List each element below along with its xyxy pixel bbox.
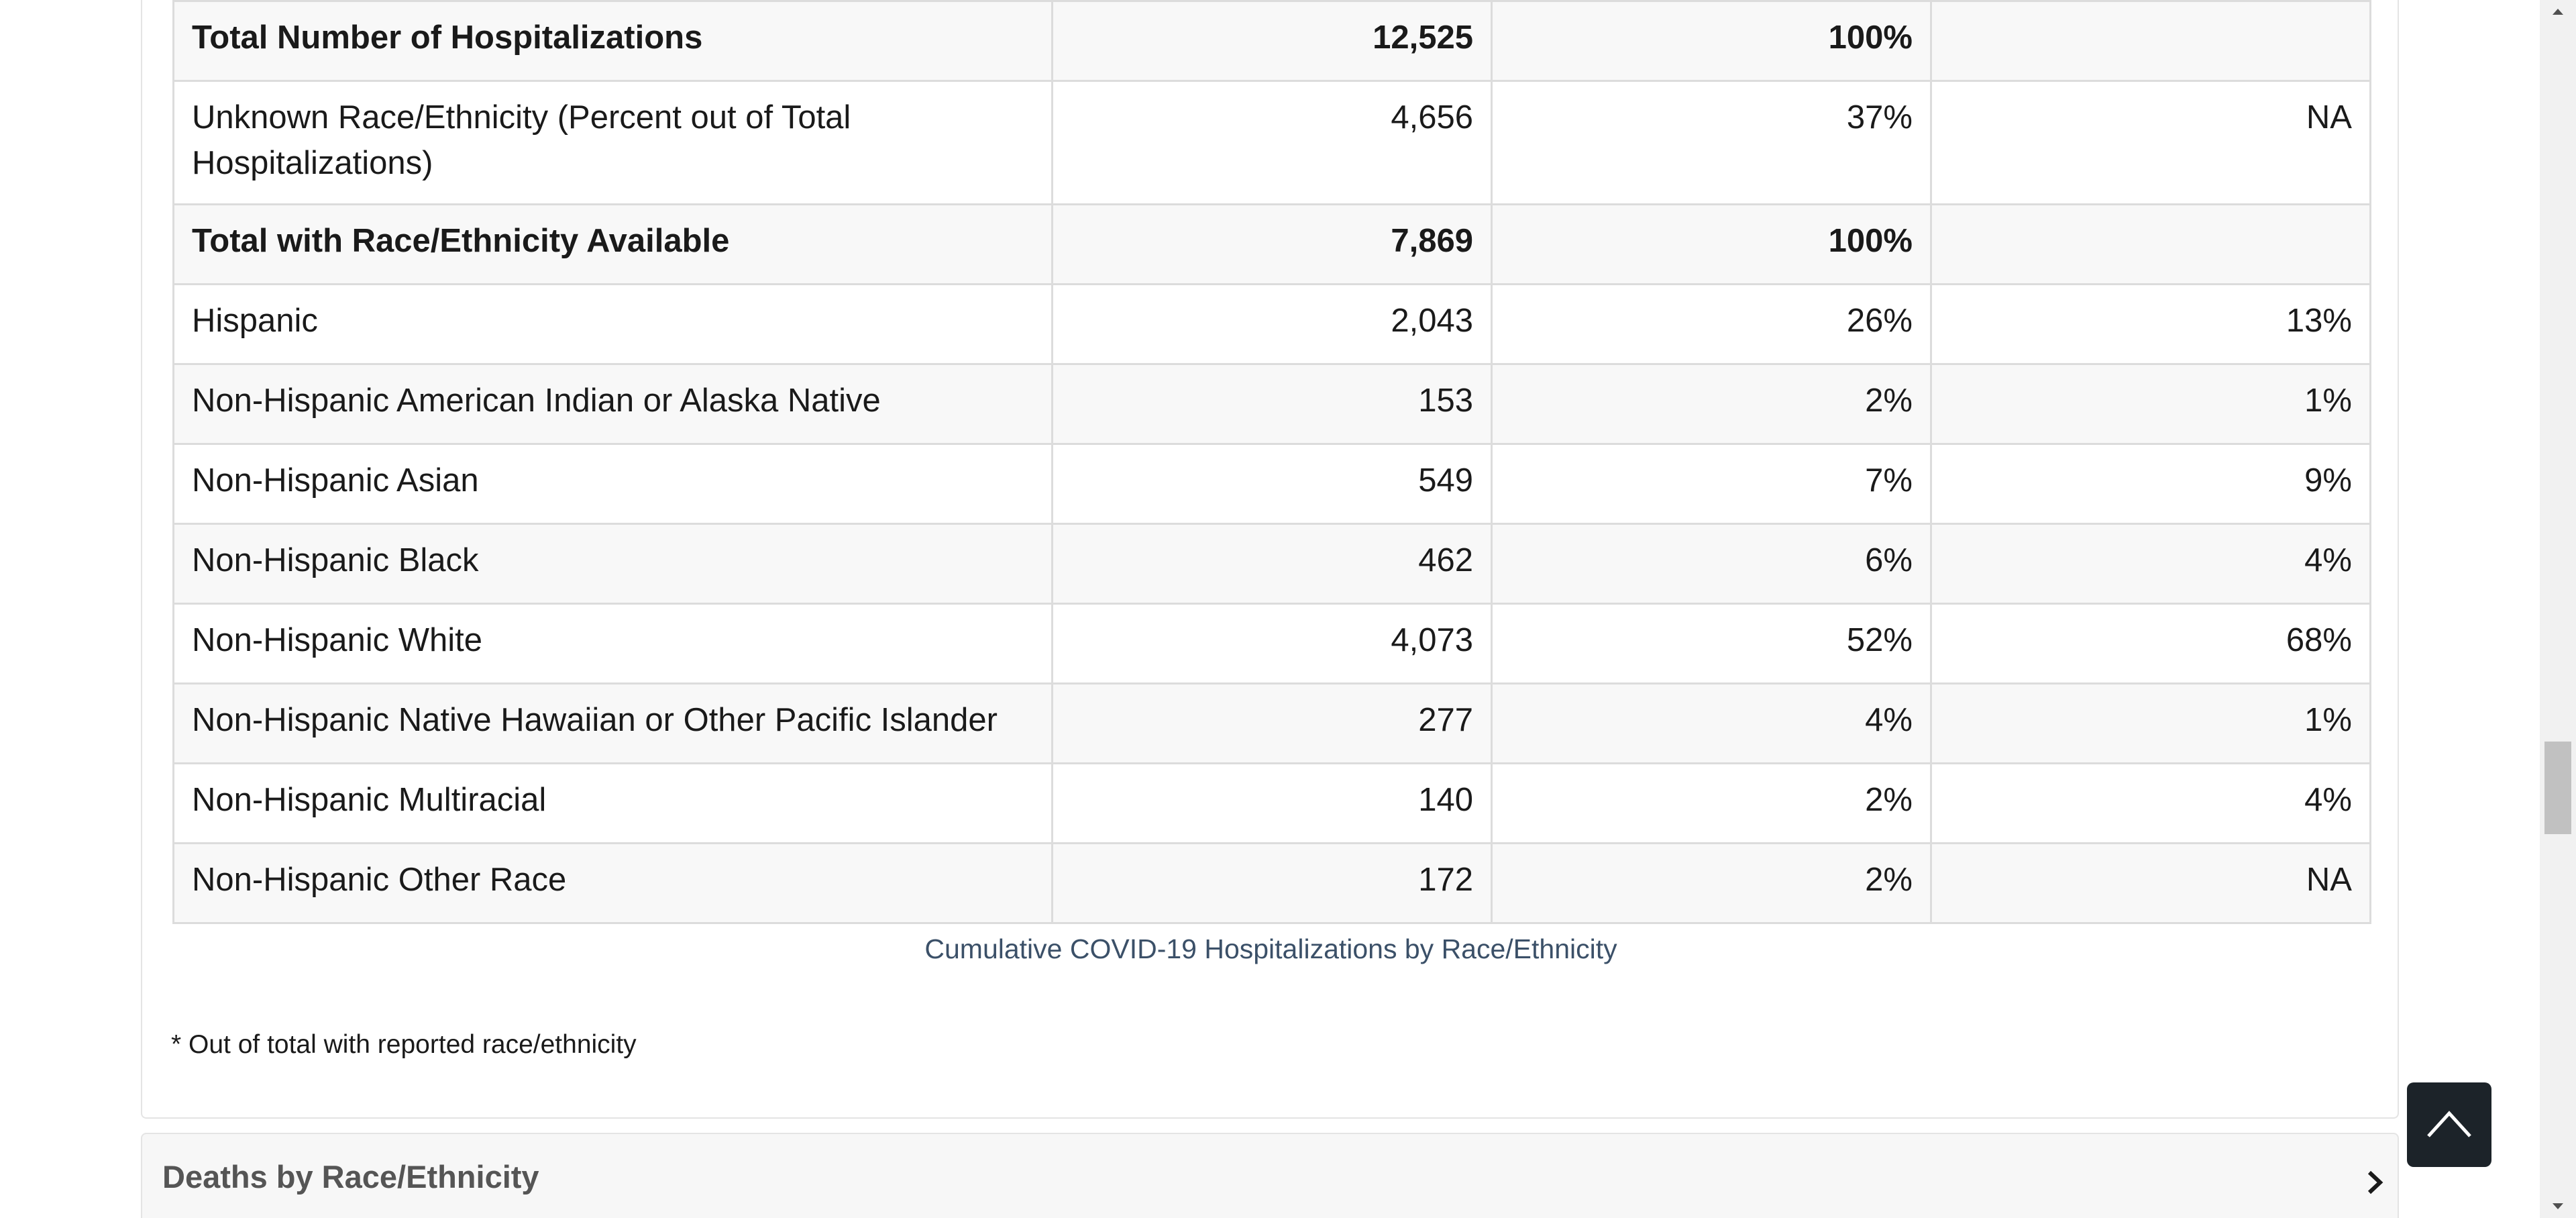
row-count: 172 [1051, 842, 1493, 924]
row-count: 462 [1051, 523, 1493, 605]
deaths-accordion-header[interactable]: Deaths by Race/Ethnicity [141, 1133, 2399, 1218]
row-label: Non-Hispanic White [172, 603, 1053, 684]
row-population [1930, 0, 2371, 82]
table-row: Non-Hispanic American Indian or Alaska N… [172, 363, 2371, 445]
table-row: Non-Hispanic Asian 549 7% 9% [172, 443, 2371, 525]
table-row: Non-Hispanic White 4,073 52% 68% [172, 603, 2371, 684]
row-percent: 2% [1491, 363, 1932, 445]
row-population: 4% [1930, 762, 2371, 844]
row-label: Non-Hispanic Native Hawaiian or Other Pa… [172, 682, 1053, 764]
row-percent: 52% [1491, 603, 1932, 684]
row-percent: 26% [1491, 283, 1932, 365]
row-percent: 2% [1491, 762, 1932, 844]
row-label: Total with Race/Ethnicity Available [172, 203, 1053, 285]
row-count: 277 [1051, 682, 1493, 764]
table-row: Total Number of Hospitalizations 12,525 … [172, 0, 2371, 82]
row-count: 549 [1051, 443, 1493, 525]
table-row: Non-Hispanic Black 462 6% 4% [172, 523, 2371, 605]
row-label: Unknown Race/Ethnicity (Percent out of T… [172, 80, 1053, 205]
row-count: 4,656 [1051, 80, 1493, 205]
table-row: Non-Hispanic Other Race 172 2% NA [172, 842, 2371, 924]
row-percent: 100% [1491, 203, 1932, 285]
row-count: 12,525 [1051, 0, 1493, 82]
footnote: * Out of total with reported race/ethnic… [171, 1030, 637, 1059]
row-population: 4% [1930, 523, 2371, 605]
hospitalizations-table: Total Number of Hospitalizations 12,525 … [172, 0, 2371, 924]
accordion-title: Deaths by Race/Ethnicity [162, 1159, 539, 1195]
row-count: 7,869 [1051, 203, 1493, 285]
row-label: Non-Hispanic Asian [172, 443, 1053, 525]
table-caption: Cumulative COVID-19 Hospitalizations by … [924, 933, 1617, 964]
table-row: Hispanic 2,043 26% 13% [172, 283, 2371, 365]
row-population: NA [1930, 80, 2371, 205]
chevron-up-icon [2427, 1111, 2471, 1137]
row-percent: 7% [1491, 443, 1932, 525]
row-count: 140 [1051, 762, 1493, 844]
scrollbar-thumb[interactable] [2544, 742, 2571, 834]
row-label: Non-Hispanic Black [172, 523, 1053, 605]
vertical-scrollbar[interactable] [2540, 0, 2576, 1218]
row-label: Non-Hispanic Multiracial [172, 762, 1053, 844]
chevron-right-icon[interactable] [2359, 1166, 2391, 1199]
row-percent: 6% [1491, 523, 1932, 605]
row-count: 4,073 [1051, 603, 1493, 684]
row-population: 13% [1930, 283, 2371, 365]
table-row: Total with Race/Ethnicity Available 7,86… [172, 203, 2371, 285]
row-population: 1% [1930, 682, 2371, 764]
scroll-up-arrow-icon[interactable] [2540, 0, 2576, 27]
table-row: Unknown Race/Ethnicity (Percent out of T… [172, 80, 2371, 205]
row-count: 153 [1051, 363, 1493, 445]
row-population: NA [1930, 842, 2371, 924]
row-percent: 2% [1491, 842, 1932, 924]
table-row: Non-Hispanic Multiracial 140 2% 4% [172, 762, 2371, 844]
row-population: 9% [1930, 443, 2371, 525]
table-row: Non-Hispanic Native Hawaiian or Other Pa… [172, 682, 2371, 764]
back-to-top-button[interactable] [2407, 1082, 2491, 1167]
row-label: Non-Hispanic Other Race [172, 842, 1053, 924]
row-percent: 37% [1491, 80, 1932, 205]
row-label: Non-Hispanic American Indian or Alaska N… [172, 363, 1053, 445]
row-label: Total Number of Hospitalizations [172, 0, 1053, 82]
row-label: Hispanic [172, 283, 1053, 365]
scroll-down-arrow-icon[interactable] [2540, 1191, 2576, 1218]
row-percent: 100% [1491, 0, 1932, 82]
row-population: 1% [1930, 363, 2371, 445]
row-count: 2,043 [1051, 283, 1493, 365]
row-population [1930, 203, 2371, 285]
row-population: 68% [1930, 603, 2371, 684]
row-percent: 4% [1491, 682, 1932, 764]
